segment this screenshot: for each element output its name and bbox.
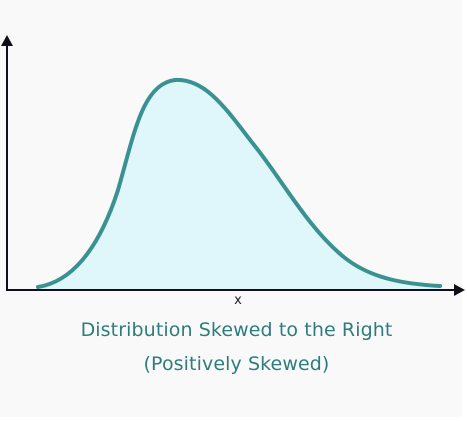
x-axis-arrowhead bbox=[454, 284, 465, 296]
y-axis-arrowhead bbox=[1, 35, 13, 46]
caption-subtitle: (Positively Skewed) bbox=[143, 353, 330, 375]
caption-title: Distribution Skewed to the Right bbox=[80, 319, 393, 341]
x-axis-label: x bbox=[234, 293, 242, 308]
density-area bbox=[38, 79, 440, 291]
density-curve bbox=[36, 77, 442, 289]
